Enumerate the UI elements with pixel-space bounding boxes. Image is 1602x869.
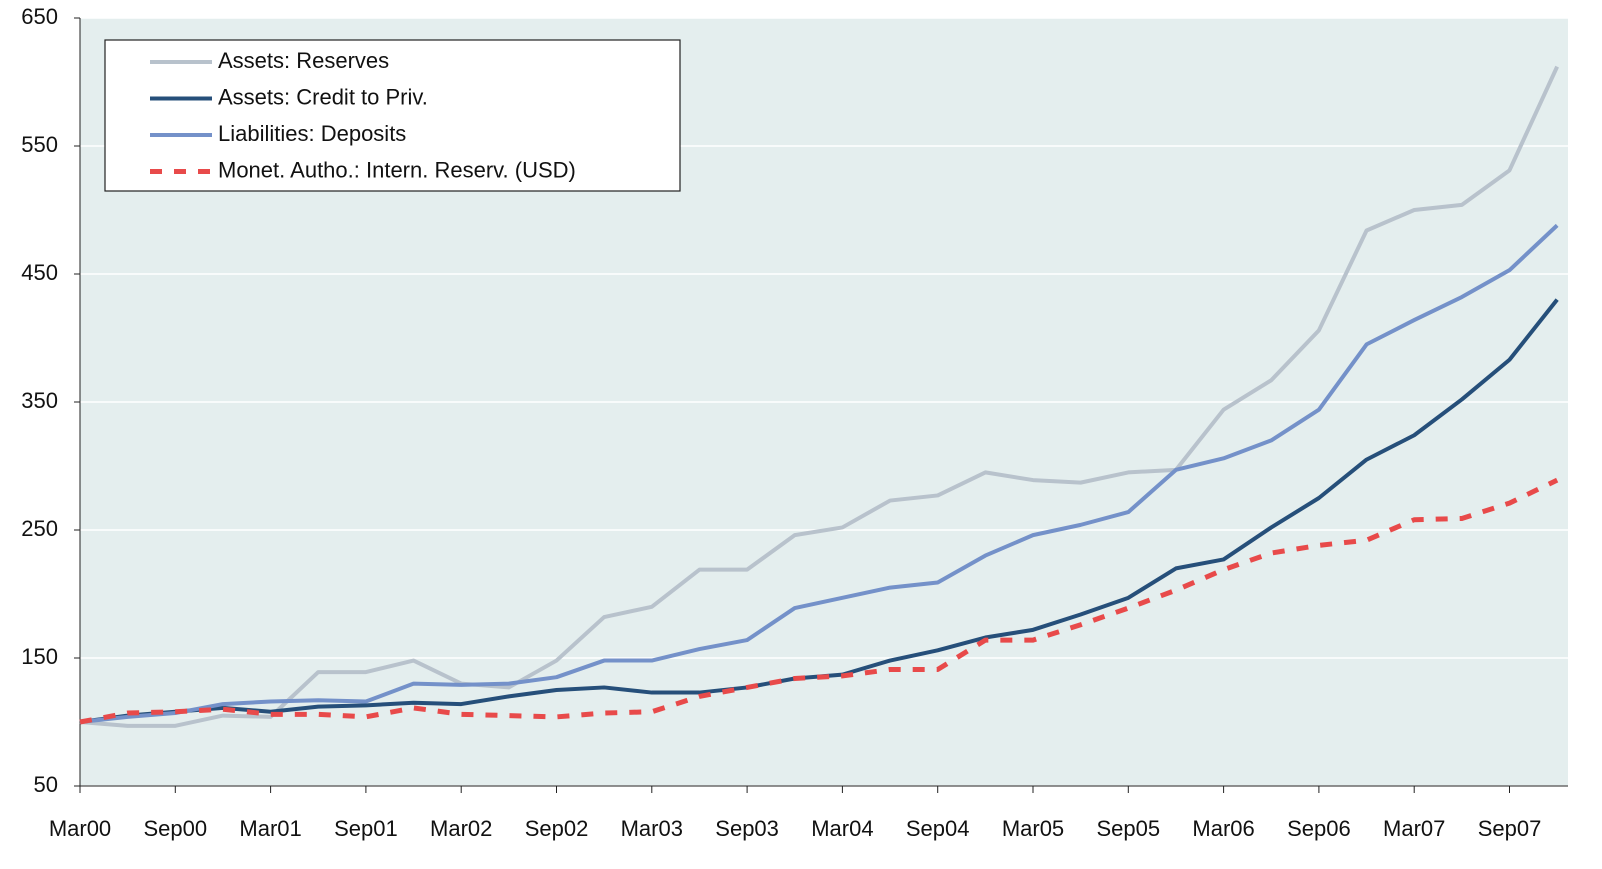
x-tick-label: Sep00 xyxy=(143,816,207,841)
series-line xyxy=(79,223,1559,724)
series-line xyxy=(79,477,1559,725)
x-tick-label: Mar05 xyxy=(1002,816,1064,841)
y-tick-label: 650 xyxy=(21,4,58,29)
legend-box xyxy=(104,39,681,192)
x-tick-label: Sep04 xyxy=(906,816,970,841)
y-tick-label: 250 xyxy=(21,516,58,541)
series-line xyxy=(79,65,1559,728)
y-tick-label: 450 xyxy=(21,260,58,285)
y-tick-label: 150 xyxy=(21,644,58,669)
x-tick-label: Mar07 xyxy=(1383,816,1445,841)
x-tick-label: Mar02 xyxy=(430,816,492,841)
y-tick-label: 350 xyxy=(21,388,58,413)
x-tick-label: Sep07 xyxy=(1478,816,1542,841)
legend-label: Assets: Credit to Priv. xyxy=(218,84,428,109)
x-tick-label: Sep03 xyxy=(715,816,779,841)
x-tick-label: Sep05 xyxy=(1096,816,1160,841)
y-tick-label: 50 xyxy=(34,772,58,797)
legend-label: Liabilities: Deposits xyxy=(218,121,406,146)
x-tick-label: Mar04 xyxy=(811,816,873,841)
x-tick-label: Mar06 xyxy=(1192,816,1254,841)
x-tick-label: Sep02 xyxy=(525,816,589,841)
x-tick-label: Mar01 xyxy=(239,816,301,841)
legend-label: Monet. Autho.: Intern. Reserv. (USD) xyxy=(218,157,576,182)
x-tick-label: Sep06 xyxy=(1287,816,1351,841)
x-tick-label: Mar03 xyxy=(621,816,683,841)
x-tick-label: Mar00 xyxy=(49,816,111,841)
x-tick-label: Sep01 xyxy=(334,816,398,841)
y-tick-label: 550 xyxy=(21,132,58,157)
legend-label: Assets: Reserves xyxy=(218,48,389,73)
